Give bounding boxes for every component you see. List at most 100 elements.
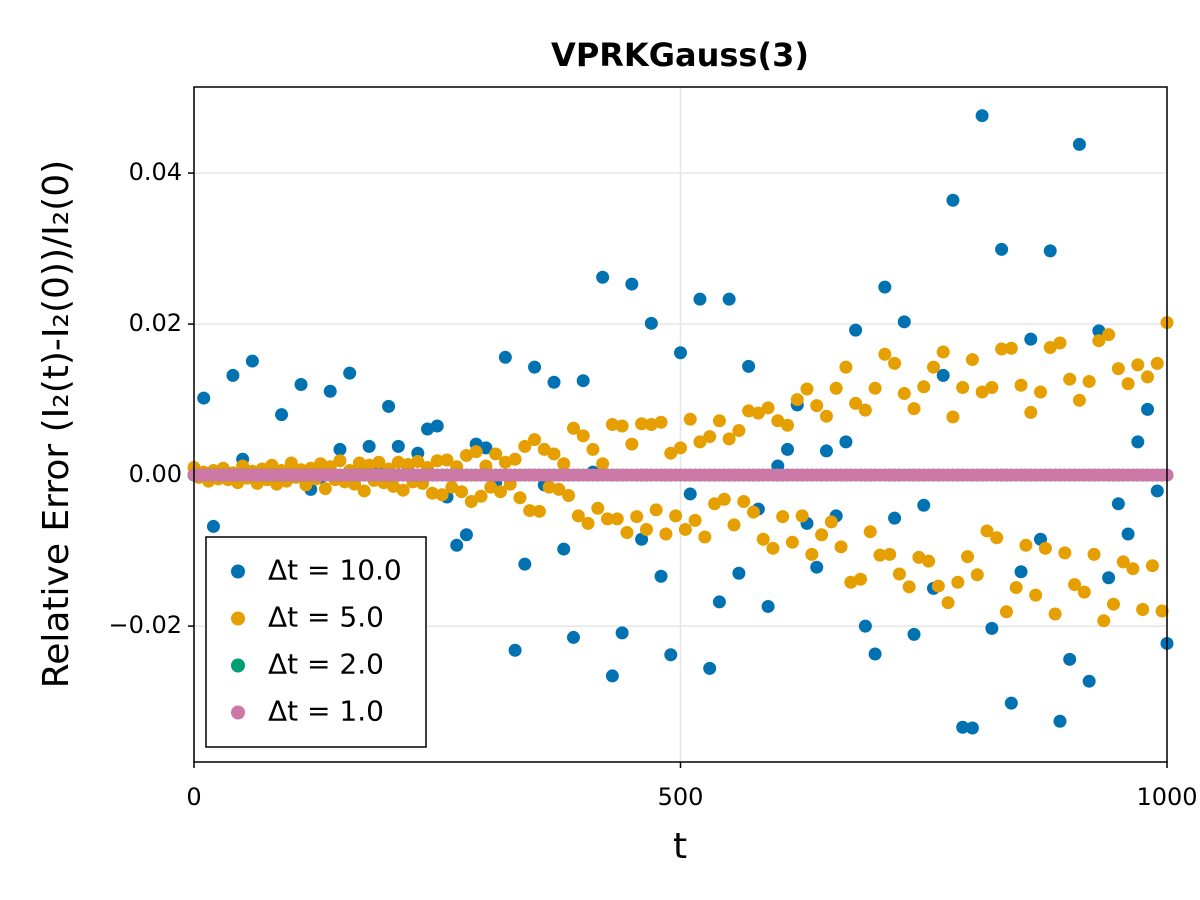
point [605,669,619,683]
point [455,485,469,499]
point [518,439,532,453]
point [586,442,600,456]
point [990,531,1004,545]
point [897,387,911,401]
point [323,384,337,398]
point [1077,585,1091,599]
point [557,542,571,556]
point [625,277,639,291]
point [1029,588,1043,602]
point [265,458,279,472]
point [362,439,376,453]
legend-label: Δt = 1.0 [268,695,384,728]
point [1068,578,1082,592]
point [776,510,790,524]
point [892,567,906,581]
legend-marker [231,611,245,626]
point [284,456,298,470]
point [430,419,444,433]
point [863,525,877,539]
point [1097,614,1111,628]
point [654,415,668,429]
point [562,488,576,502]
point [956,381,970,395]
point [664,648,678,662]
point [197,391,211,405]
point [756,532,770,546]
point [333,454,347,468]
point [678,522,692,536]
point [1131,358,1145,372]
point [489,447,503,461]
legend-marker [231,564,245,579]
point [732,566,746,580]
point [698,530,712,544]
point [708,497,722,511]
point [498,350,512,364]
point [644,316,658,330]
point [333,442,347,456]
point [469,445,483,459]
point [1024,332,1038,346]
point [883,547,897,561]
point [571,509,585,523]
point [1102,571,1116,585]
point [849,396,863,410]
point [206,519,220,533]
y-tick-label: 0.00 [129,460,182,488]
point [737,495,751,509]
point [1014,565,1028,579]
point [839,435,853,449]
point [922,554,936,568]
point [659,527,673,541]
point [430,454,444,468]
point [440,453,454,467]
point [591,501,605,515]
point [766,541,780,555]
y-tick-label: 0.04 [129,158,182,186]
point [1043,244,1057,258]
point [1034,385,1048,399]
point [897,315,911,329]
point [761,599,775,613]
point [1053,714,1067,728]
point [635,532,649,546]
legend-marker [231,705,245,720]
point [956,720,970,734]
point [1102,328,1116,342]
point [781,418,795,432]
point [1131,435,1145,449]
point [873,548,887,562]
point [961,550,975,564]
x-tick-label: 500 [658,783,704,811]
point [1082,674,1096,688]
point [518,557,532,571]
point [654,569,668,583]
point [849,323,863,337]
point [523,504,537,518]
point [459,448,473,462]
point [1072,137,1086,151]
point [712,595,726,609]
point [459,528,473,542]
point [1024,405,1038,419]
point [386,479,400,493]
point [615,419,629,433]
point [985,381,999,395]
point [839,360,853,374]
point [926,360,940,374]
point [683,412,697,426]
point [907,627,921,641]
point [343,366,357,380]
point [868,647,882,661]
point [508,452,522,466]
point [693,292,707,306]
point [946,193,960,207]
point [975,385,989,399]
point [810,560,824,574]
point [878,280,892,294]
point [834,540,848,554]
point [532,504,546,518]
